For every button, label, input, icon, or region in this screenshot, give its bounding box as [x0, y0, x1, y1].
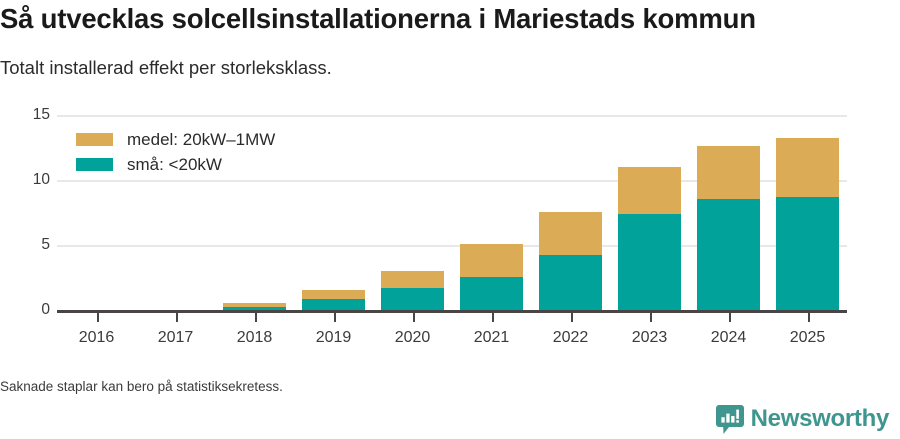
gridline	[57, 245, 847, 247]
page-title: Så utvecklas solcellsinstallationerna i …	[0, 3, 756, 34]
x-axis-tick-label: 2017	[157, 329, 194, 346]
y-axis-tick-label: 15	[32, 106, 50, 123]
newsworthy-bar-chart-bubble-icon	[715, 404, 744, 434]
bar-group[interactable]	[618, 166, 681, 313]
x-axis-tick-label: 2018	[236, 329, 273, 346]
bar-segment-small[interactable]	[697, 199, 760, 313]
x-axis-tick	[491, 313, 494, 322]
x-axis-tick	[649, 313, 652, 322]
gridline	[57, 115, 847, 117]
bar-group[interactable]	[460, 244, 523, 313]
newsworthy-logo-text: Newsworthy	[750, 405, 890, 432]
plot-gridlines	[57, 115, 847, 311]
bar-group[interactable]	[302, 289, 365, 313]
x-axis-tick-label: 2021	[473, 329, 510, 346]
legend-label-medium: medel: 20kW–1MW	[127, 129, 276, 149]
x-axis-tick	[333, 313, 336, 322]
x-axis-tick	[570, 313, 573, 322]
bar-group[interactable]	[381, 271, 444, 313]
x-axis-tick-label: 2019	[315, 329, 352, 346]
legend-swatch-medium	[76, 133, 113, 146]
bar-segment-medium[interactable]	[223, 303, 286, 308]
bar-segment-medium[interactable]	[776, 137, 839, 198]
legend-item-medium: medel: 20kW–1MW	[76, 127, 275, 152]
y-axis: 0 5 10 15	[0, 0, 50, 439]
x-axis-tick-label: 2023	[631, 329, 668, 346]
bar-group[interactable]	[697, 145, 760, 313]
y-axis-tick-label: 5	[41, 236, 50, 253]
x-axis-tick	[728, 313, 731, 322]
bar-segment-medium[interactable]	[539, 211, 602, 255]
x-axis-tick-label: 2022	[552, 329, 589, 346]
chart-subtitle: Totalt installerad effekt per storlekskl…	[0, 57, 332, 78]
bar-segment-small[interactable]	[302, 298, 365, 313]
bar-group[interactable]	[776, 137, 839, 313]
x-axis-tick-label: 2016	[78, 329, 115, 346]
bar-segment-medium[interactable]	[302, 289, 365, 299]
x-axis-tick	[96, 313, 99, 322]
x-axis-tick-label: 2024	[710, 329, 747, 346]
legend-item-small: små: <20kW	[76, 152, 275, 177]
footnote: Saknade staplar kan bero på statistiksek…	[0, 379, 283, 394]
bar-segment-small[interactable]	[460, 276, 523, 313]
x-axis-tick	[412, 313, 415, 322]
x-axis-baseline	[57, 310, 847, 313]
bar-segment-small[interactable]	[776, 197, 839, 313]
bar-segment-small[interactable]	[539, 254, 602, 313]
bar-segment-small[interactable]	[618, 214, 681, 313]
bar-segment-medium[interactable]	[381, 271, 444, 288]
x-axis-tick-label: 2020	[394, 329, 431, 346]
bar-series-area	[57, 0, 847, 313]
legend: medel: 20kW–1MW små: <20kW	[76, 125, 282, 179]
x-axis-tick	[175, 313, 178, 322]
y-axis-tick-label: 10	[32, 171, 50, 188]
x-axis-tick-label: 2025	[789, 329, 826, 346]
y-axis-tick-label: 0	[41, 301, 50, 318]
bar-segment-small[interactable]	[381, 287, 444, 313]
bar-segment-medium[interactable]	[460, 244, 523, 277]
x-axis-tick	[807, 313, 810, 322]
bar-segment-medium[interactable]	[697, 145, 760, 200]
legend-label-small: små: <20kW	[127, 154, 222, 174]
legend-swatch-small	[76, 158, 113, 171]
x-axis-tick	[254, 313, 257, 322]
bar-segment-medium[interactable]	[618, 166, 681, 215]
bar-group[interactable]	[539, 211, 602, 313]
newsworthy-logo: Newsworthy	[715, 404, 890, 434]
gridline	[57, 180, 847, 182]
